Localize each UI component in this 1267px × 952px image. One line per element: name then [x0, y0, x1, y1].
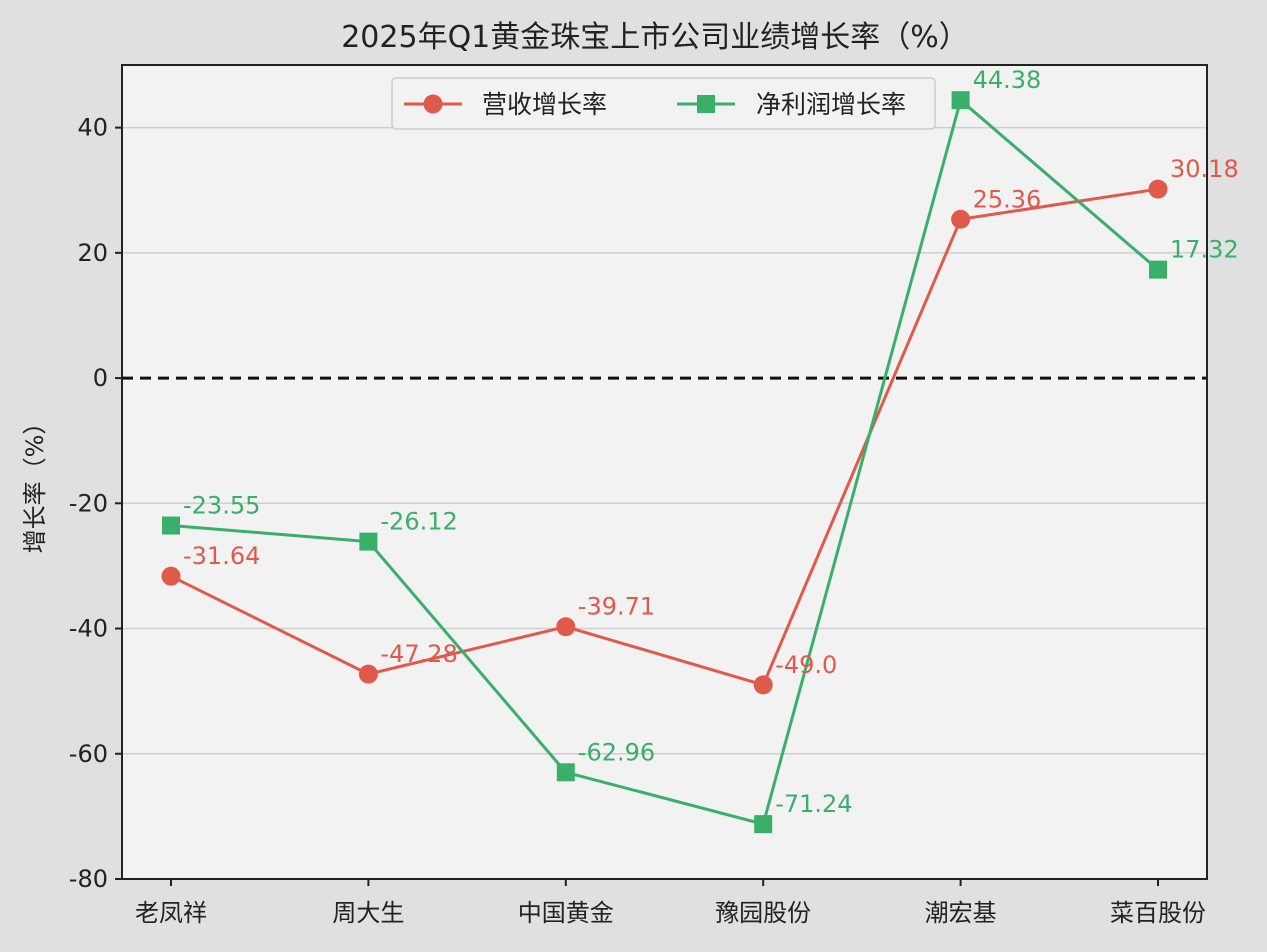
- legend-label-revenue: 营收增长率: [482, 90, 607, 119]
- data-label: 30.18: [1170, 155, 1239, 183]
- data-label: -31.64: [183, 542, 260, 570]
- series-line-0: [170, 187, 1159, 687]
- data-point: [951, 209, 971, 229]
- y-tick-label: 20: [77, 239, 108, 267]
- x-tick-label: 菜百股份: [1110, 899, 1206, 927]
- data-label: -23.55: [183, 492, 260, 520]
- y-axis-title: 增长率（%）: [21, 411, 49, 554]
- data-point: [556, 763, 575, 782]
- x-tick-label: 潮宏基: [925, 899, 997, 927]
- data-label: -49.0: [775, 651, 837, 679]
- data-labels: -31.64 -47.28 -39.71 -49.0 25.36 30.18 -23.55 -…: [183, 66, 1239, 818]
- plot-area: [122, 65, 1207, 879]
- data-label: 17.32: [1170, 236, 1239, 264]
- legend-marker-net-profit: [697, 95, 715, 113]
- data-point: [162, 516, 180, 535]
- data-point: [754, 815, 773, 834]
- data-point: [359, 532, 378, 551]
- data-point: [161, 566, 181, 586]
- legend-marker-revenue: [423, 94, 443, 114]
- data-point: [1148, 179, 1168, 199]
- data-label: 44.38: [973, 66, 1042, 94]
- data-point: [358, 664, 378, 684]
- data-point: [556, 617, 576, 637]
- data-label: 25.36: [973, 185, 1042, 213]
- x-tick-label: 周大生: [332, 899, 404, 927]
- data-label: -26.12: [380, 508, 457, 536]
- y-tick-label: -40: [69, 615, 108, 643]
- plot-frame: [121, 64, 1208, 880]
- x-tick-label: 豫园股份: [715, 899, 811, 927]
- legend-label-net-profit: 净利润增长率: [756, 90, 906, 119]
- chart-title: 2025年Q1黄金珠宝上市公司业绩增长率（%）: [341, 20, 969, 55]
- legend: 营收增长率 净利润增长率: [391, 77, 936, 130]
- data-label: -71.24: [775, 790, 852, 818]
- data-point: [1149, 260, 1167, 279]
- y-tick-label: 40: [77, 114, 108, 142]
- series-line-1: [170, 98, 1159, 826]
- legend-box: [391, 77, 936, 130]
- data-label: -39.71: [578, 593, 655, 621]
- series-layer: [161, 91, 1168, 834]
- axis-ticks: -80 -60 -40 -20 0 20 40 老凤祥 周大生 中国黄金 豫园股份 潮宏基 菜百股份: [69, 114, 1206, 927]
- x-tick-label: 中国黄金: [518, 899, 614, 927]
- data-label: -47.28: [380, 640, 457, 668]
- y-tick-label: -80: [69, 865, 108, 893]
- x-tick-label: 老凤祥: [135, 899, 207, 927]
- data-label: -62.96: [578, 738, 655, 766]
- y-tick-label: -60: [69, 740, 108, 768]
- data-point: [753, 675, 773, 695]
- y-tick-label: -20: [69, 489, 108, 517]
- data-point: [951, 91, 970, 110]
- y-tick-label: 0: [93, 364, 108, 392]
